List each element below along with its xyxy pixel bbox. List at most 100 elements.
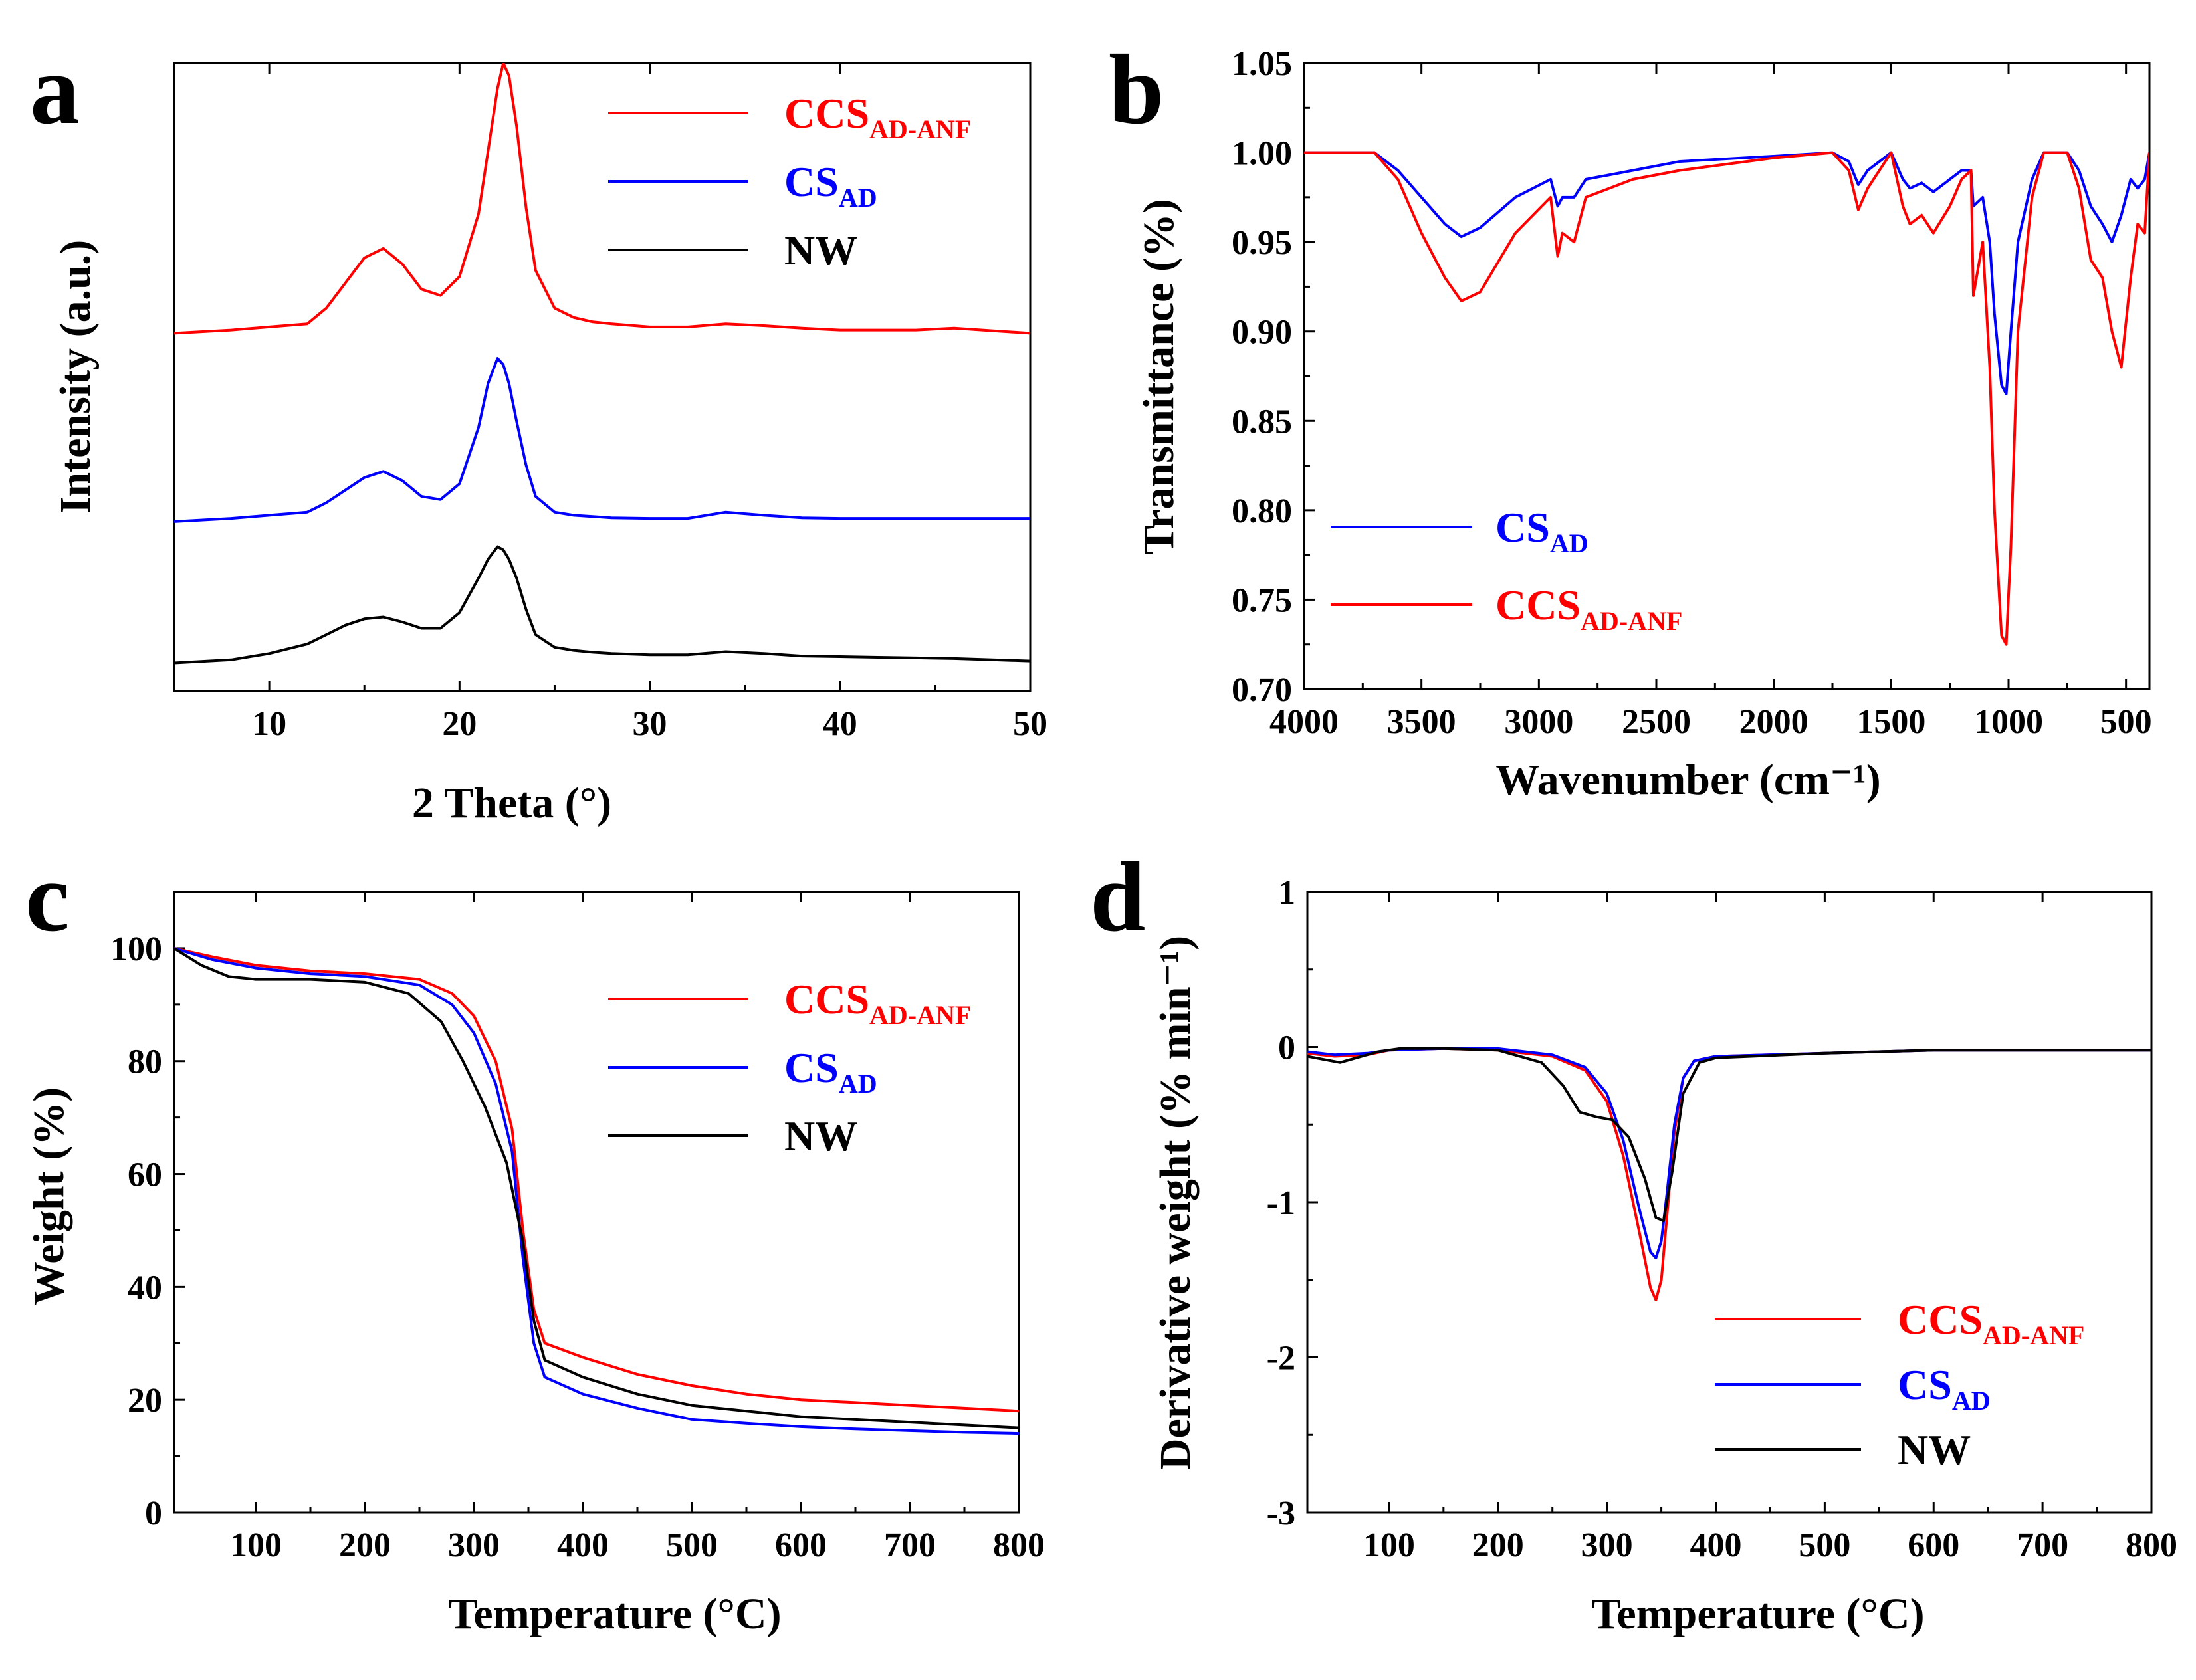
- panel-letter: c: [25, 842, 70, 952]
- x-tick-label: 40: [823, 705, 857, 743]
- legend-label: CCSAD-ANF: [1495, 581, 1682, 636]
- panel-letter: b: [1109, 35, 1164, 145]
- x-tick-label: 2000: [1739, 703, 1809, 741]
- x-tick-label: 1500: [1856, 703, 1925, 741]
- panel-c: 100 200 300 400 500 600 700 800 0 20 40 60 80 100 Temp…: [25, 842, 1045, 1638]
- series-line-cs-ad: [174, 946, 1019, 1435]
- y-axis-title: Derivative weight (% min⁻¹): [1151, 936, 1200, 1470]
- legend-label-subscript: AD-ANF: [1581, 606, 1682, 636]
- panel-letter: d: [1090, 842, 1145, 952]
- x-tick-label: 800: [2126, 1526, 2177, 1564]
- x-tick-label: 300: [1581, 1526, 1633, 1564]
- legend-label-subscript: AD: [1952, 1386, 1991, 1416]
- y-axis-title: Transmittance (%): [1135, 199, 1183, 555]
- legend-label: NW: [1898, 1426, 1971, 1473]
- y-tick-label: 1: [1278, 874, 1295, 912]
- series-line-cs-ad: [174, 357, 1030, 523]
- y-tick-label: 0: [1278, 1029, 1295, 1067]
- legend-label: CSAD: [1898, 1361, 1991, 1416]
- plot-frame: [173, 62, 1032, 692]
- legend-label: CCSAD-ANF: [784, 976, 971, 1030]
- x-tick-label: 10: [252, 705, 286, 743]
- y-tick-label: 60: [128, 1156, 162, 1194]
- panel-a: 10 20 30 40 50 2 Theta (°) Intensity (a.u.) a CC…: [30, 35, 1047, 827]
- series-line-ccs-ad-anf: [1307, 1047, 2151, 1302]
- x-tick-label: 500: [666, 1526, 718, 1564]
- y-tick-label: 1.00: [1232, 135, 1292, 173]
- x-axis-title: Wavenumber (cm⁻¹): [1495, 756, 1881, 804]
- plot-frame: [1306, 891, 2153, 1514]
- x-tick-label: 300: [448, 1526, 500, 1564]
- series-line-ccs-ad-anf: [1304, 151, 2149, 646]
- series-line-ccs-ad-anf: [174, 946, 1019, 1413]
- y-tick-label: 1.05: [1232, 45, 1292, 83]
- x-tick-label: 700: [2017, 1526, 2068, 1564]
- panel-d: 100 200 300 400 500 600 700 800 -3 -2 -1 0 1 Temperat…: [1090, 842, 2177, 1638]
- series-line-cs-ad: [1307, 1047, 2151, 1260]
- x-tick-label: 1000: [1974, 703, 2043, 741]
- y-tick-label: 100: [110, 930, 162, 968]
- series-line-nw: [174, 947, 1019, 1429]
- legend-label: CCSAD-ANF: [1898, 1296, 2084, 1350]
- x-tick-label: 30: [633, 705, 667, 743]
- legend: CCSAD-ANF CSAD NW: [608, 976, 971, 1160]
- y-tick-label: 0.85: [1232, 403, 1292, 441]
- legend-label-subscript: AD: [1550, 528, 1589, 558]
- y-axis-title: Weight (%): [25, 1087, 73, 1305]
- x-tick-label: 3000: [1504, 703, 1573, 741]
- x-tick-label: 200: [339, 1526, 391, 1564]
- y-tick-label: 40: [128, 1269, 162, 1307]
- legend-label: CSAD: [784, 158, 877, 213]
- y-tick-label: 0.80: [1232, 492, 1292, 530]
- plot-frame: [1303, 62, 2151, 690]
- y-tick-label: 20: [128, 1382, 162, 1419]
- x-axis-title: 2 Theta (°): [412, 779, 611, 827]
- legend-label-subscript: AD-ANF: [869, 114, 971, 144]
- x-tick-label: 600: [1908, 1526, 1959, 1564]
- y-tick-label: -3: [1267, 1495, 1295, 1532]
- legend: CSAD CCSAD-ANF: [1331, 504, 1682, 636]
- x-tick-label: 800: [993, 1526, 1045, 1564]
- x-tick-label: 400: [557, 1526, 609, 1564]
- x-tick-label: 500: [1799, 1526, 1850, 1564]
- y-axis-title: Intensity (a.u.): [51, 240, 100, 514]
- x-tick-label: 700: [884, 1526, 936, 1564]
- x-tick-label: 2500: [1622, 703, 1691, 741]
- series-line-ccs-ad-anf: [174, 63, 1030, 335]
- series-line-nw: [1307, 1047, 2151, 1222]
- series-line-nw: [174, 545, 1030, 665]
- legend: CCSAD-ANF CSAD NW: [1715, 1296, 2084, 1473]
- legend-label: CSAD: [784, 1044, 877, 1099]
- legend-label: NW: [784, 1112, 857, 1160]
- y-tick-label: 0.90: [1232, 314, 1292, 352]
- y-tick-label: 0: [145, 1495, 162, 1532]
- legend: CCSAD-ANF CSAD NW: [608, 90, 971, 274]
- legend-label: CCSAD-ANF: [784, 90, 971, 144]
- legend-label: CSAD: [1495, 504, 1589, 558]
- x-tick-label: 400: [1690, 1526, 1742, 1564]
- x-axis-title: Temperature (°C): [1591, 1590, 1924, 1638]
- y-tick-label: 0.95: [1232, 224, 1292, 262]
- x-tick-label: 600: [775, 1526, 827, 1564]
- x-axis-title: Temperature (°C): [448, 1590, 781, 1638]
- plot-frame: [173, 891, 1020, 1514]
- x-tick-label: 50: [1013, 705, 1047, 743]
- legend-label-subscript: AD-ANF: [1983, 1320, 2084, 1350]
- x-tick-label: 200: [1472, 1526, 1524, 1564]
- y-tick-label: -2: [1267, 1340, 1295, 1378]
- y-tick-label: 0.70: [1232, 671, 1292, 709]
- x-tick-label: 500: [2100, 703, 2152, 741]
- legend-label: NW: [784, 227, 857, 274]
- x-tick-label: 100: [230, 1526, 282, 1564]
- x-tick-label: 20: [442, 705, 477, 743]
- legend-label-subscript: AD-ANF: [869, 1000, 971, 1030]
- x-tick-label: 3500: [1387, 703, 1456, 741]
- x-tick-label: 100: [1363, 1526, 1415, 1564]
- series-line-cs-ad: [1304, 151, 2149, 395]
- y-tick-label: 80: [128, 1043, 162, 1081]
- panel-b: 4000 3500 3000 2500 2000 1500 1000 500 0.70 0.75 0…: [1109, 35, 2152, 804]
- y-tick-label: 0.75: [1232, 581, 1292, 619]
- legend-label-subscript: AD: [839, 1069, 877, 1099]
- legend-label-subscript: AD: [839, 183, 877, 213]
